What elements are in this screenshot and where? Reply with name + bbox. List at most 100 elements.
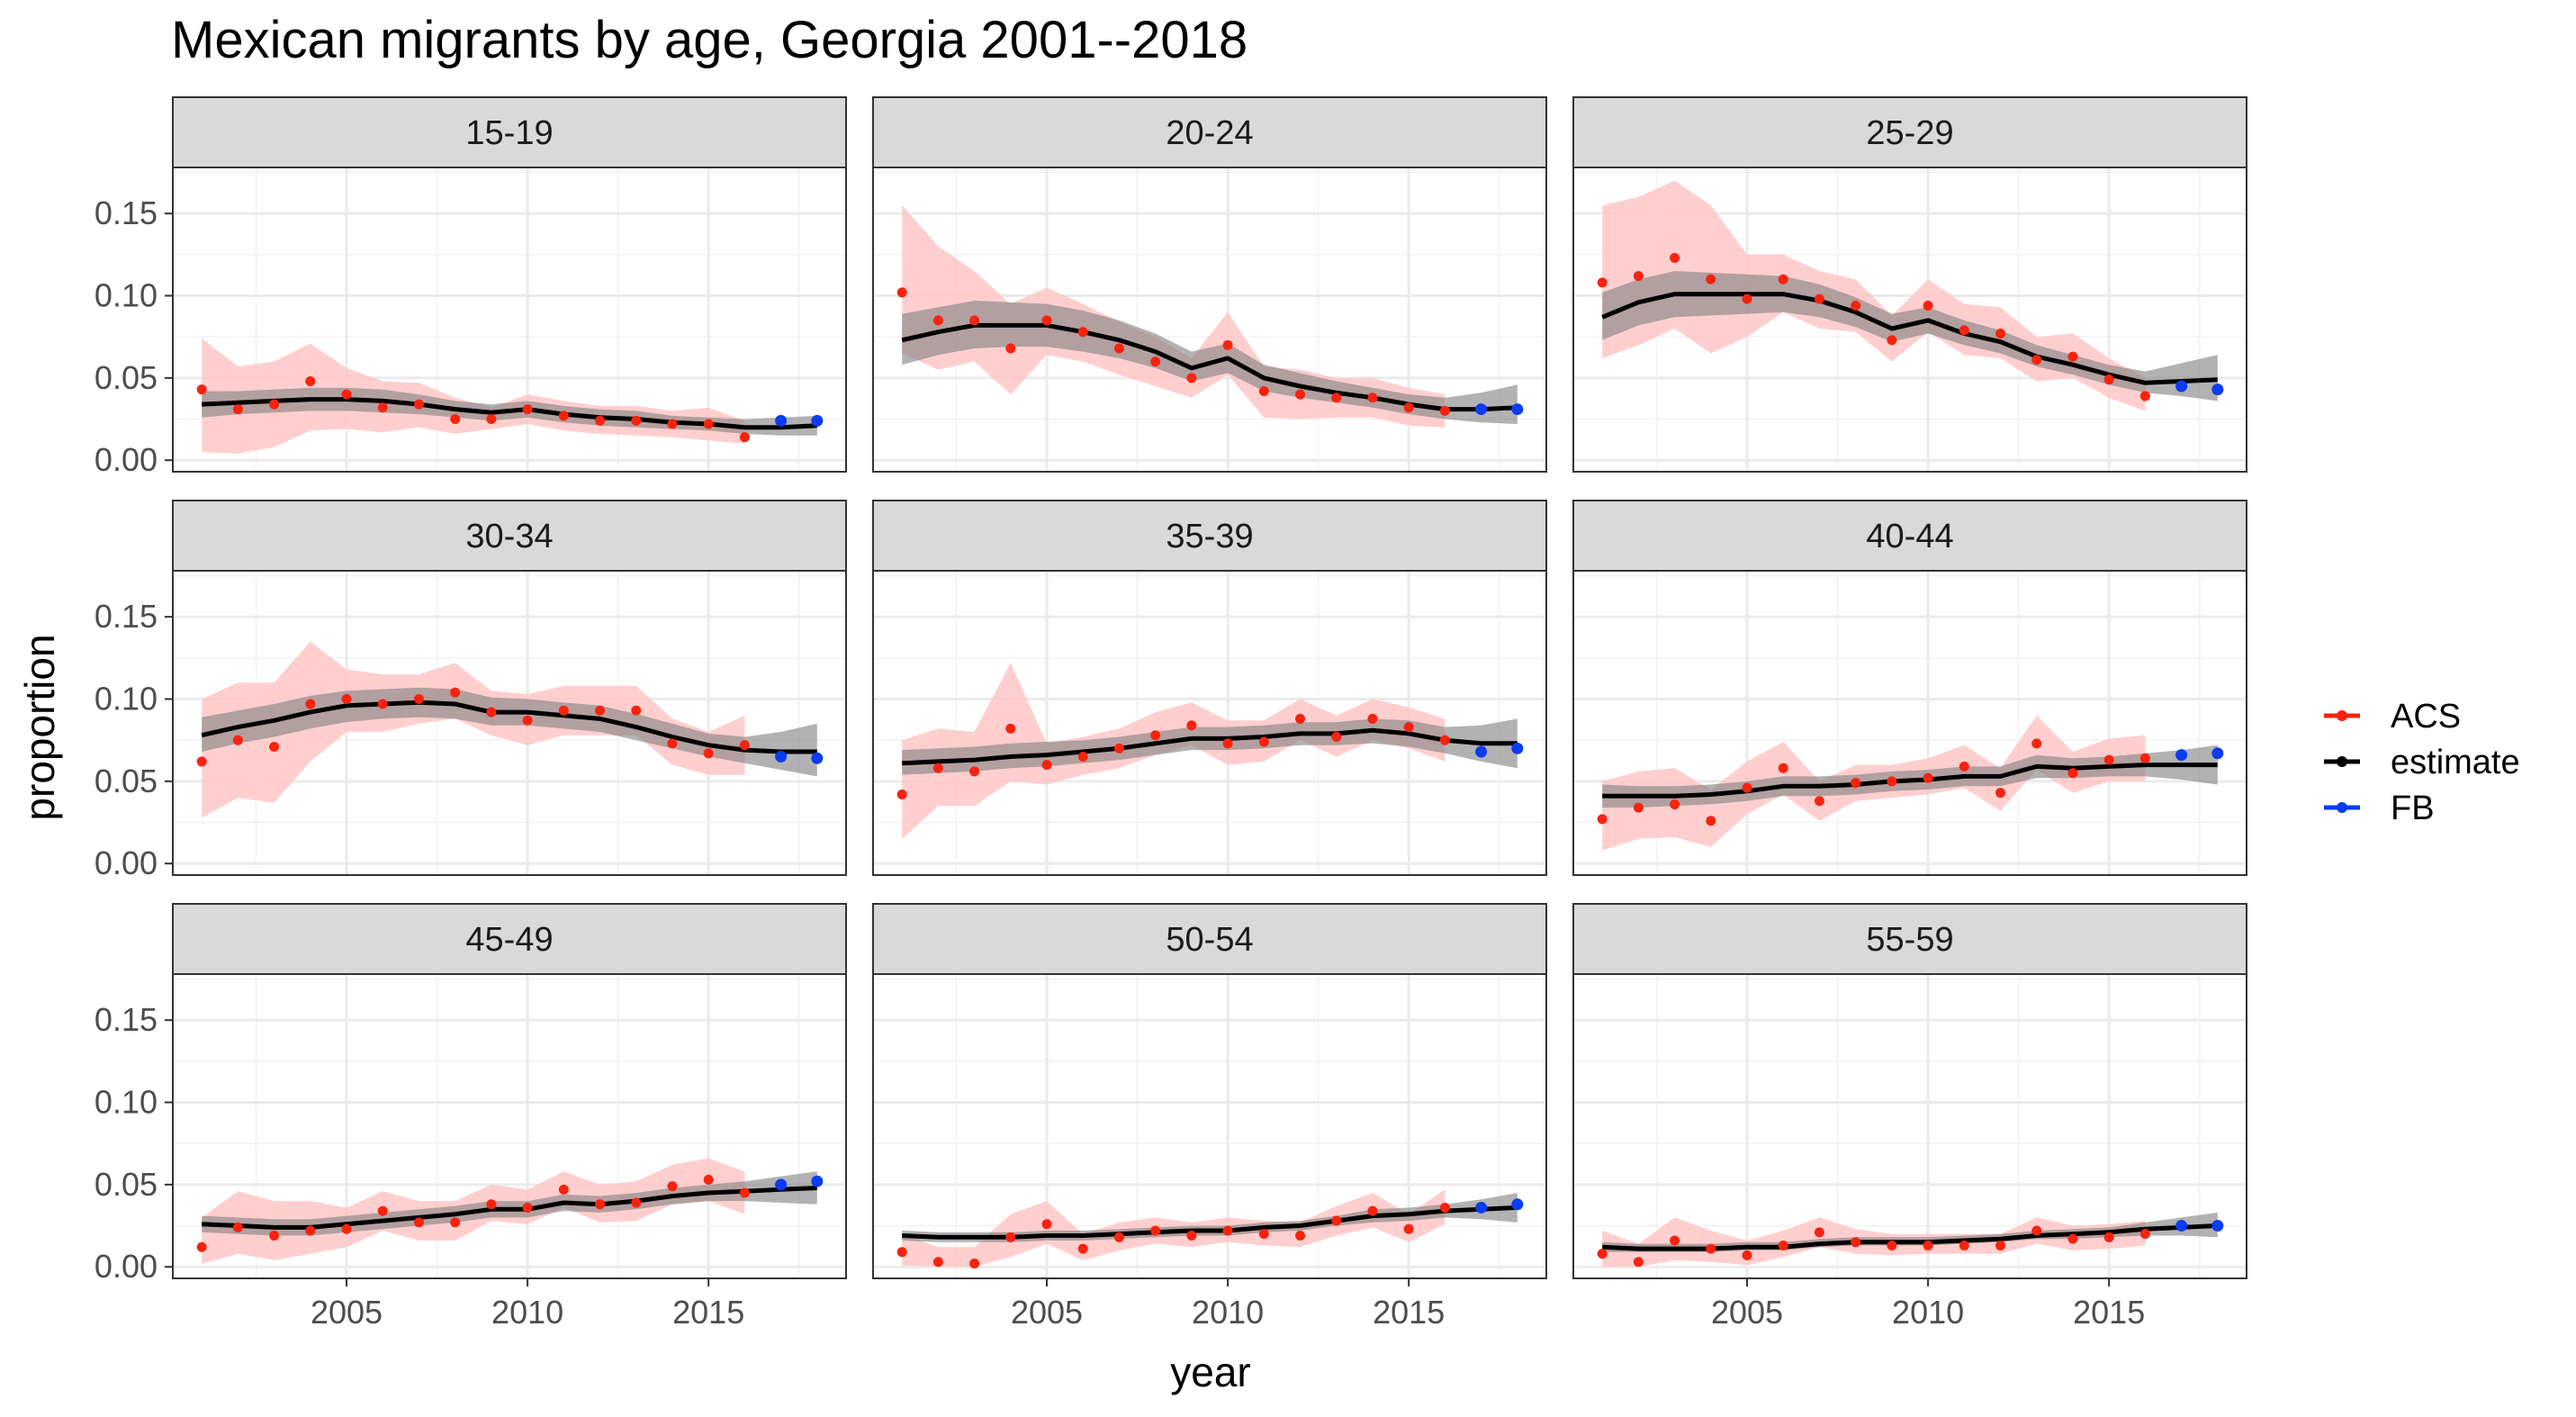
acs-point bbox=[2103, 375, 2114, 385]
acs-point bbox=[558, 705, 569, 716]
acs-point bbox=[1597, 814, 1608, 825]
panel-border bbox=[1572, 167, 2247, 473]
acs-point bbox=[522, 715, 533, 726]
acs-point bbox=[377, 1205, 388, 1216]
facet-panel-55-59: 55-59 2005 2010 2015 bbox=[1572, 903, 2247, 1331]
estimate-line bbox=[1602, 763, 2218, 799]
y-tick-label: 0.05 bbox=[95, 359, 158, 396]
chart-title: Mexican migrants by age, Georgia 2001--2… bbox=[171, 11, 1247, 69]
acs-point bbox=[1995, 788, 2006, 799]
acs-point bbox=[1597, 1249, 1608, 1259]
facet-panel-40-44: 40-44 bbox=[1572, 500, 2247, 876]
estimate-line bbox=[901, 322, 1518, 412]
x-tick-label: 2010 bbox=[1192, 1294, 1264, 1331]
estimate-line bbox=[902, 1205, 1518, 1240]
y-tick-label: 0.00 bbox=[95, 844, 158, 881]
acs-point bbox=[486, 707, 497, 718]
acs-point bbox=[1113, 743, 1124, 754]
acs-point bbox=[595, 1199, 606, 1210]
acs-point bbox=[341, 694, 352, 705]
estimate-line bbox=[202, 397, 817, 430]
facet-strip-label: 55-59 bbox=[1866, 921, 1953, 959]
acs-ribbon bbox=[202, 641, 745, 818]
y-tick-label: 0.05 bbox=[95, 763, 158, 799]
acs-point bbox=[896, 789, 907, 799]
acs-point bbox=[1633, 802, 1644, 813]
acs-point bbox=[450, 1217, 461, 1228]
fb-point bbox=[1511, 742, 1524, 754]
acs-point bbox=[1222, 738, 1233, 749]
acs-point bbox=[1706, 816, 1716, 826]
acs-point bbox=[631, 1197, 642, 1208]
acs-point bbox=[1113, 1232, 1124, 1242]
acs-point bbox=[1403, 1223, 1414, 1234]
acs-point bbox=[232, 404, 243, 415]
acs-point bbox=[1633, 271, 1644, 282]
acs-point bbox=[1670, 252, 1680, 263]
y-tick-label: 0.10 bbox=[95, 681, 158, 718]
facet-strip-label: 25-29 bbox=[1866, 114, 1953, 152]
legend-label: FB bbox=[2391, 790, 2435, 827]
facet-strip-label: 20-24 bbox=[1166, 114, 1253, 152]
acs-point bbox=[1295, 1230, 1306, 1241]
acs-point bbox=[1295, 713, 1306, 724]
acs-point bbox=[1150, 1225, 1161, 1236]
acs-point bbox=[703, 419, 714, 429]
acs-point bbox=[1959, 761, 1969, 772]
acs-point bbox=[1113, 343, 1124, 354]
acs-point bbox=[1923, 772, 1933, 783]
fb-point bbox=[1475, 745, 1488, 758]
fb-point bbox=[811, 1175, 824, 1187]
acs-point bbox=[1077, 327, 1088, 338]
acs-point bbox=[377, 699, 388, 709]
acs-point bbox=[305, 699, 316, 709]
legend-label: estimate bbox=[2391, 744, 2520, 781]
acs-point bbox=[703, 748, 714, 759]
estimate-line bbox=[201, 699, 817, 754]
acs-point bbox=[631, 415, 642, 426]
acs-point bbox=[1851, 778, 1861, 789]
x-tick-label: 2010 bbox=[1892, 1294, 1964, 1331]
x-tick-label: 2015 bbox=[2073, 1294, 2145, 1331]
panel-border bbox=[1572, 570, 2247, 876]
acs-point bbox=[1851, 1237, 1861, 1248]
facet-panels: 15-19 0.00 0.05 0.10 0.15 20-24 25-29 30-34 0.00… bbox=[95, 96, 2247, 1331]
acs-point bbox=[2139, 391, 2150, 402]
panel-border bbox=[872, 570, 1547, 876]
fb-point bbox=[2211, 1220, 2224, 1232]
acs-point bbox=[1439, 735, 1450, 745]
estimate-line bbox=[1601, 292, 2218, 385]
estimate-ribbon bbox=[1602, 271, 2218, 402]
acs-point bbox=[1005, 1232, 1016, 1242]
acs-point bbox=[2139, 753, 2150, 763]
acs-point bbox=[196, 384, 207, 395]
legend-item-ACS: ACS bbox=[2324, 698, 2461, 736]
acs-point bbox=[1742, 293, 1752, 304]
acs-point bbox=[1959, 1240, 1969, 1250]
acs-point bbox=[377, 402, 388, 413]
legend-item-FB: FB bbox=[2324, 790, 2435, 827]
acs-point bbox=[1778, 763, 1788, 773]
estimate-ribbon bbox=[202, 687, 817, 777]
fb-point bbox=[2175, 749, 2188, 762]
x-tick-label: 2015 bbox=[1373, 1294, 1445, 1331]
facet-panel-20-24: 20-24 bbox=[872, 96, 1547, 473]
acs-point bbox=[413, 1217, 424, 1228]
panel-border bbox=[172, 973, 847, 1279]
acs-point bbox=[631, 705, 642, 716]
panel-border bbox=[1572, 973, 2247, 1279]
acs-ribbon bbox=[902, 205, 1446, 428]
acs-point bbox=[1150, 730, 1161, 741]
acs-point bbox=[2031, 738, 2042, 749]
facet-panel-45-49: 45-49 0.00 0.05 0.10 0.15 2005 2010 2015 bbox=[95, 903, 847, 1331]
facet-strip-label: 40-44 bbox=[1866, 518, 1953, 555]
acs-point bbox=[969, 315, 980, 326]
facet-panel-25-29: 25-29 bbox=[1572, 96, 2247, 473]
acs-point bbox=[1041, 760, 1052, 771]
facet-panel-50-54: 50-54 2005 2010 2015 bbox=[872, 903, 1547, 1331]
acs-point bbox=[1150, 357, 1161, 367]
acs-point bbox=[522, 404, 533, 415]
acs-point bbox=[558, 411, 569, 421]
facet-strip bbox=[1572, 500, 2247, 572]
x-axis-title: year bbox=[1170, 1349, 1250, 1395]
